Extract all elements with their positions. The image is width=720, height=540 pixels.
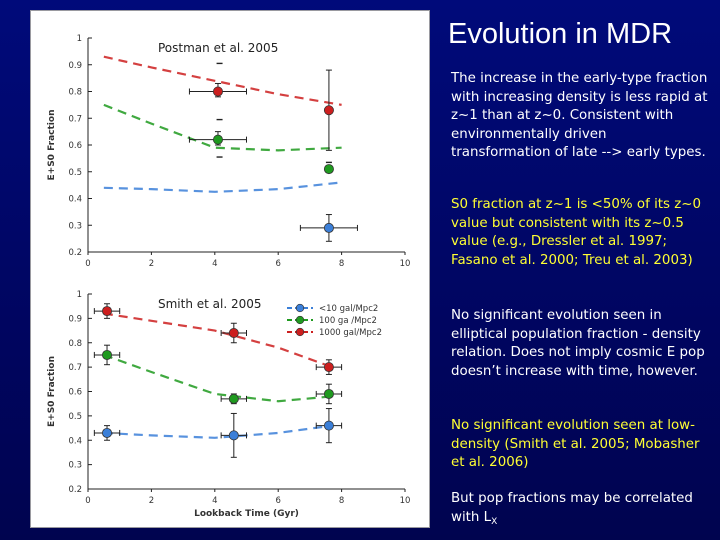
x-tick-label: 0 — [85, 259, 90, 269]
data-point — [212, 86, 223, 97]
y-tick-label: 0.8 — [68, 88, 82, 98]
lx-text: But pop fractions may be correlated with… — [451, 491, 693, 525]
data-point — [228, 430, 239, 441]
data-point — [212, 134, 223, 145]
x-tick-label: 4 — [212, 496, 217, 506]
paragraph-mdr-increase: The increase in the early-type fraction … — [451, 71, 708, 160]
chart-title: Postman et al. 2005 — [158, 41, 278, 55]
x-tick-label: 2 — [149, 259, 154, 269]
trend-line — [103, 55, 342, 106]
legend-label: 100 ga /Mpc2 — [319, 316, 377, 326]
legend-label: <10 gal/Mpc2 — [319, 304, 378, 314]
y-tick-label: 0.4 — [68, 195, 82, 205]
x-tick-label: 6 — [275, 496, 280, 506]
legend-marker — [295, 303, 305, 313]
paragraph-lx-correlation: But pop fractions may be correlated with… — [451, 490, 709, 531]
x-axis-label: Lookback Time (Gyr) — [194, 509, 299, 519]
trend-line — [103, 424, 333, 439]
chart-title: Smith et al. 2005 — [158, 297, 262, 311]
data-point — [228, 327, 239, 338]
y-tick-label: 0.3 — [68, 461, 82, 471]
data-point — [228, 393, 239, 404]
data-point — [323, 420, 334, 431]
y-tick-label: 1 — [77, 290, 82, 300]
y-tick-label: 0.2 — [68, 485, 82, 495]
x-tick-label: 2 — [149, 496, 154, 506]
x-tick-label: 0 — [85, 496, 90, 506]
trend-line — [103, 312, 333, 369]
y-tick-label: 0.9 — [68, 61, 82, 71]
slide-title: Evolution in MDR — [448, 18, 673, 50]
legend-label: 1000 gal/Mpc2 — [319, 328, 382, 338]
y-axis-label: E+S0 Fraction — [47, 356, 57, 427]
y-tick-label: 0.7 — [68, 363, 82, 373]
y-tick-label: 0.8 — [68, 339, 82, 349]
y-tick-label: 0.9 — [68, 314, 82, 324]
data-point — [323, 362, 334, 373]
y-tick-label: 0.6 — [68, 388, 82, 398]
x-tick-label: 10 — [400, 259, 411, 269]
x-tick-label: 4 — [212, 259, 217, 269]
figure-panel: 0.2 0.3 0.4 0.5 0.6 0.7 0.8 0.9 1 0 2 4 6 8 10 E+S0 Fra… — [30, 10, 430, 528]
y-tick-label: 0.5 — [68, 168, 82, 178]
x-tick-label: 6 — [275, 259, 280, 269]
figure-svg: 0.20.30.40.50.60.70.80.910 2 4 6 8 10E+S0 Fra… — [47, 34, 410, 519]
data-point — [102, 349, 113, 360]
legend-marker — [295, 327, 305, 337]
y-tick-label: 0.6 — [68, 141, 82, 151]
chart-2: 0.20.30.40.50.60.70.80.910 2 4 6 8 10E+S0 Fra… — [47, 290, 410, 519]
chart-1: 0.20.30.40.50.60.70.80.910 2 4 6 8 10E+S0 Fra… — [47, 34, 410, 269]
trend-line — [103, 103, 342, 152]
y-tick-label: 0.5 — [68, 412, 82, 422]
data-point — [102, 427, 113, 438]
y-tick-label: 0.3 — [68, 221, 82, 231]
x-tick-label: 8 — [339, 496, 344, 506]
y-tick-label: 0.4 — [68, 436, 82, 446]
y-tick-label: 1 — [77, 34, 82, 44]
y-tick-label: 0.2 — [68, 248, 82, 258]
paragraph-low-density: No significant evolution seen at low-den… — [451, 418, 700, 470]
data-point — [323, 222, 334, 233]
data-point — [323, 164, 334, 175]
paragraph-elliptical-evolution: No significant evolution seen in ellipti… — [451, 308, 705, 379]
lx-subscript: X — [491, 516, 498, 527]
data-point — [323, 105, 334, 116]
x-tick-label: 8 — [339, 259, 344, 269]
y-tick-label: 0.7 — [68, 114, 82, 124]
y-axis-label: E+S0 Fraction — [47, 110, 57, 181]
legend-marker — [295, 315, 305, 325]
trend-line — [103, 353, 333, 403]
data-point — [323, 388, 334, 399]
paragraph-s0-fraction: S0 fraction at z~1 is <50% of its z~0 va… — [451, 197, 702, 268]
data-point — [102, 306, 113, 317]
x-tick-label: 10 — [400, 496, 411, 506]
trend-line — [103, 181, 342, 193]
